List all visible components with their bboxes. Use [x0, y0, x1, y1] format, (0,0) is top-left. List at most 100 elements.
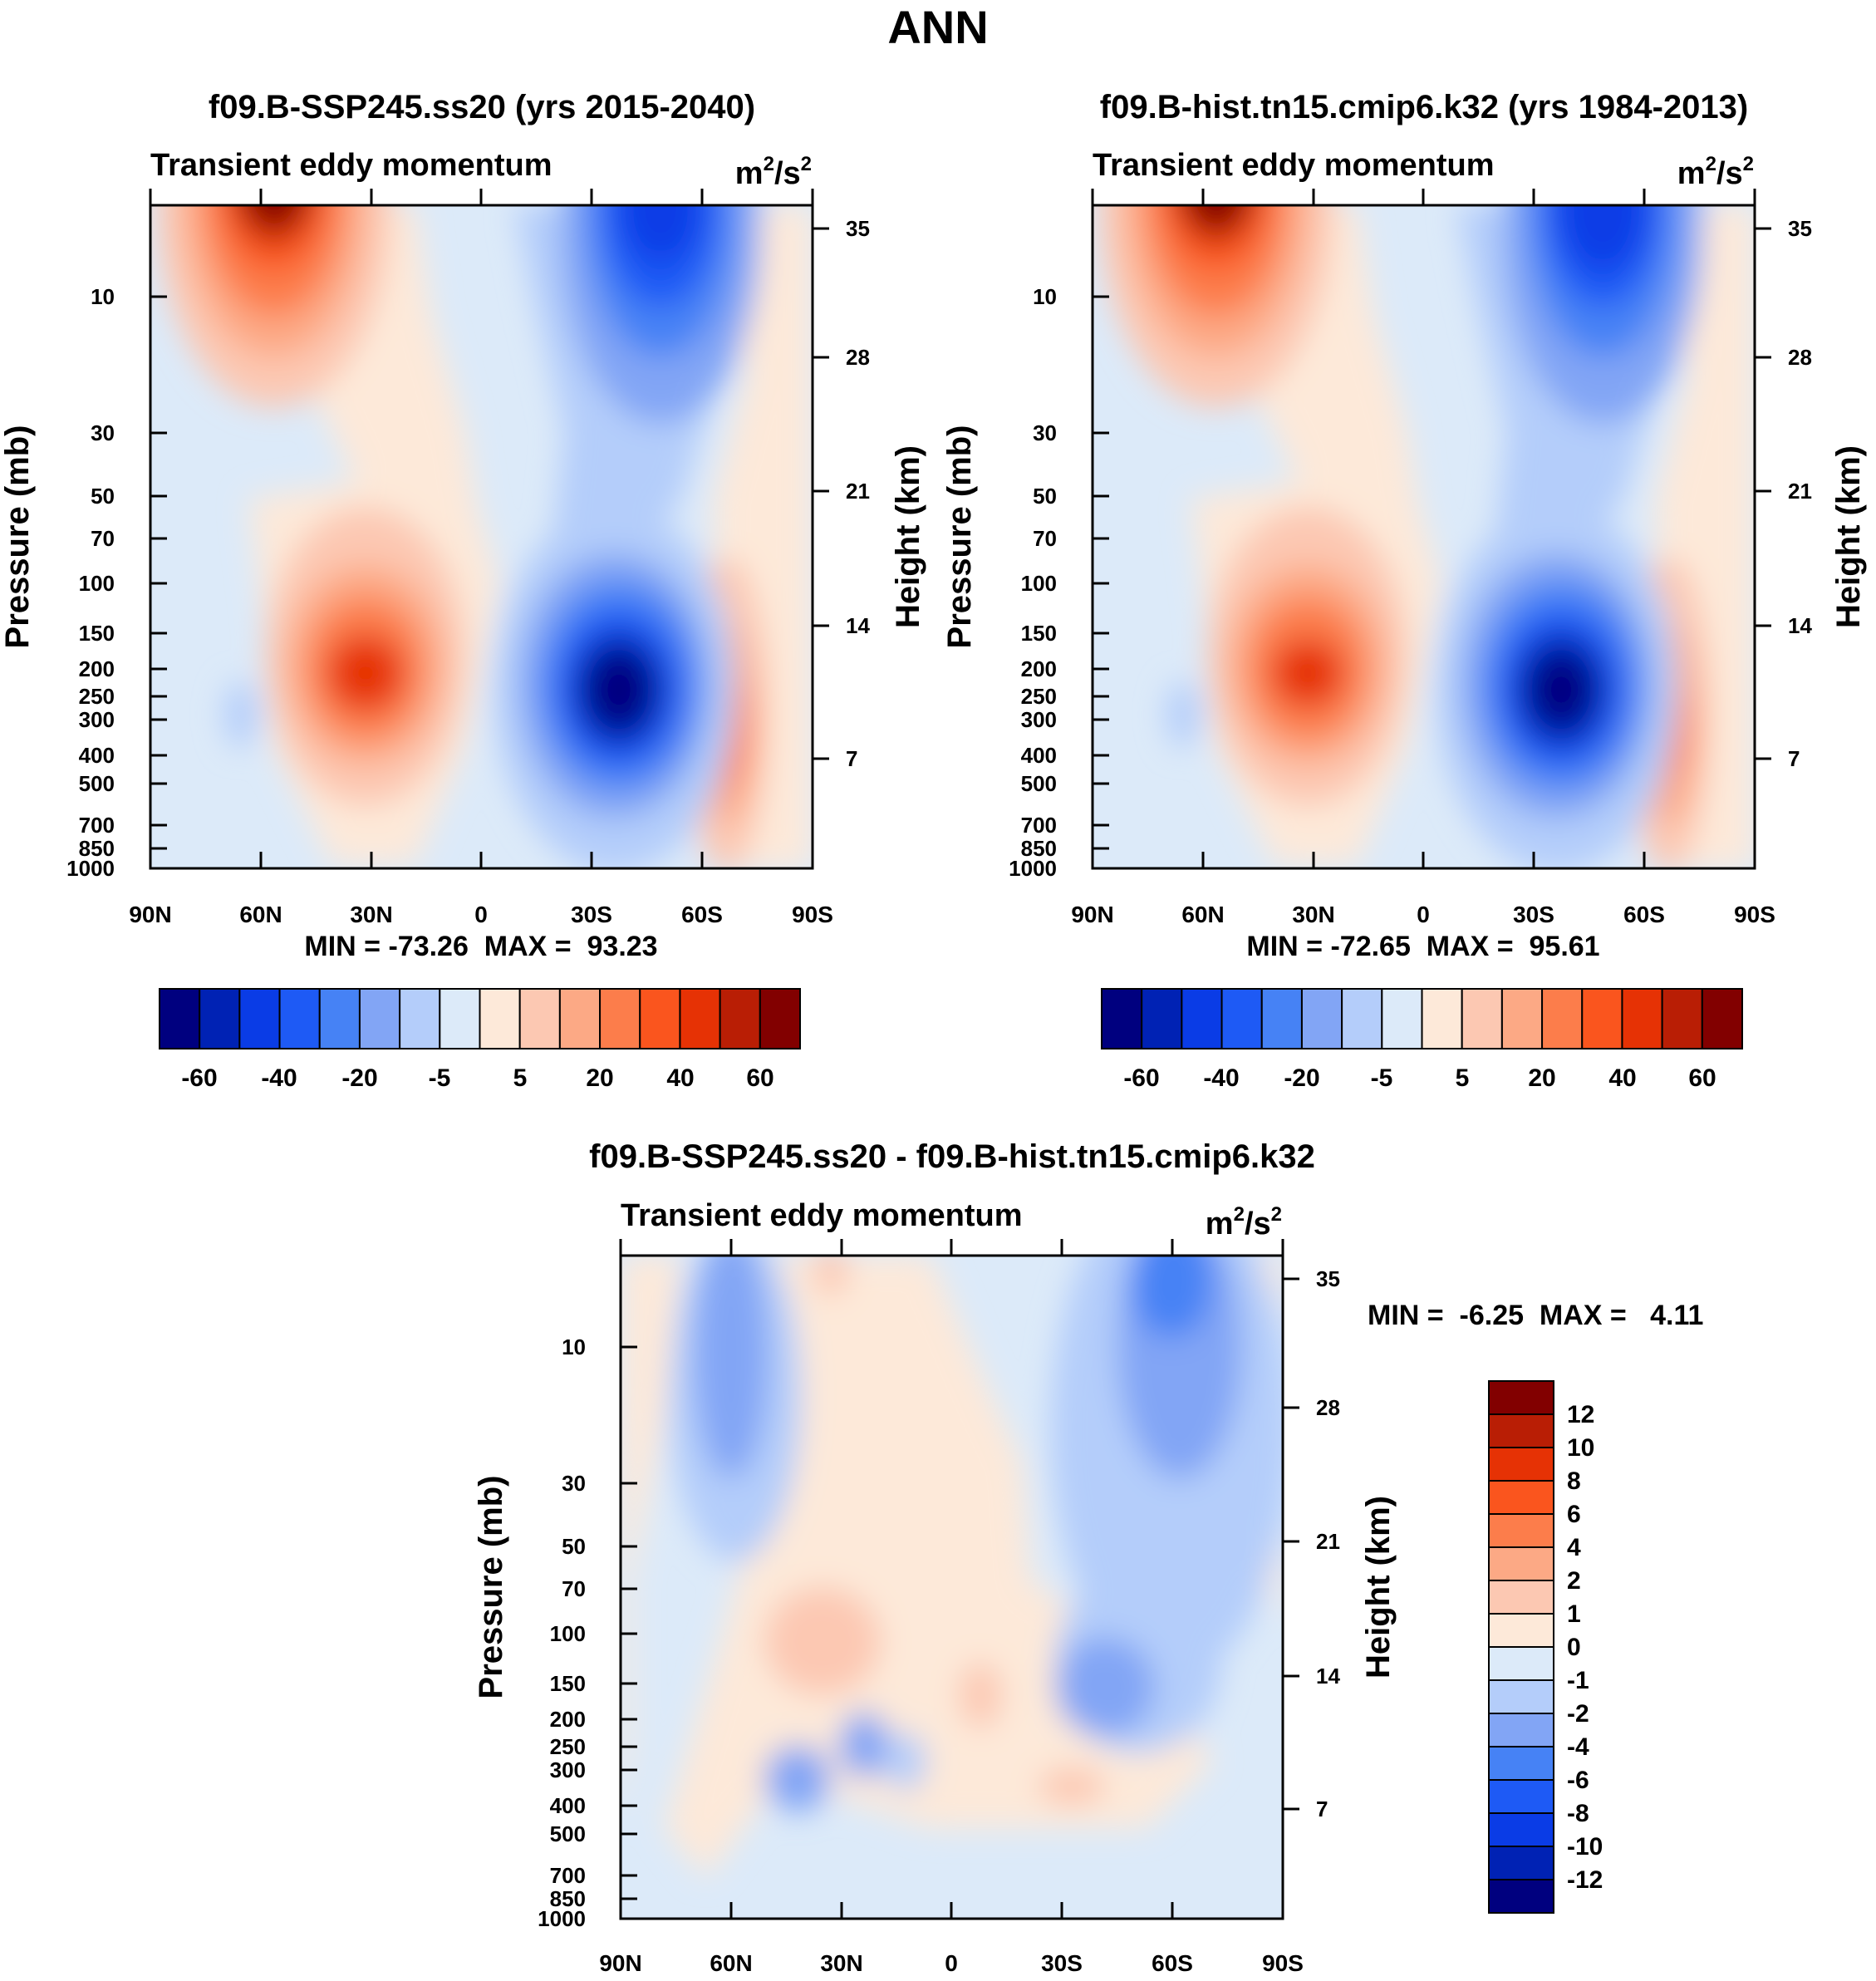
y-tick-label: 30 [562, 1471, 586, 1496]
panel-subtitle: Transient eddy momentum [621, 1198, 1023, 1233]
y-tick-label: 250 [1021, 684, 1057, 709]
y2-tick-label: 14 [1316, 1664, 1340, 1689]
y-tick-label: 850 [550, 1886, 586, 1911]
colorbar-swatch [1488, 1812, 1554, 1847]
colorbar-swatch [1488, 1513, 1554, 1548]
colorbar-label: -5 [1371, 1064, 1393, 1092]
y-tick-label: 500 [1021, 771, 1057, 796]
panel-title: f09.B-hist.tn15.cmip6.k32 (yrs 1984-2013… [1100, 89, 1748, 125]
y-tick-label: 150 [1021, 621, 1057, 646]
y2-tick-label: 35 [846, 216, 870, 241]
colorbar-swatch [1381, 988, 1423, 1049]
y-tick-label: 850 [1021, 836, 1057, 861]
y-tick-label: 50 [1033, 484, 1057, 509]
y-tick-labels: 10 30 50 70 100 150 200 250 300 400 500 … [1009, 284, 1057, 881]
colorbar-swatch [1488, 1746, 1554, 1781]
colorbar-swatch [1220, 988, 1263, 1049]
colorbar-swatch [159, 988, 201, 1049]
y2-tick-label: 7 [1316, 1797, 1328, 1821]
colorbar-label: -1 [1567, 1667, 1589, 1694]
colorbar-swatch [1421, 988, 1463, 1049]
x-tick-label: 90S [792, 902, 833, 927]
y2-tick-label: 7 [846, 746, 857, 771]
positive-region [1039, 1768, 1105, 1805]
colorbar-labels: -60 -40 -20 -5 5 20 40 60 [1123, 1064, 1716, 1092]
min-max-stats: MIN = -72.65 MAX = 95.61 [1246, 931, 1599, 962]
colorbar-swatch [238, 988, 281, 1049]
y-tick-label: 500 [550, 1821, 586, 1846]
y-axis-label: Pressure (mb) [473, 1476, 509, 1699]
x-tick-label: 90S [1734, 902, 1775, 927]
y-tick-label: 150 [550, 1671, 586, 1696]
x-tick-label: 60N [710, 1950, 752, 1976]
y-tick-label: 50 [562, 1534, 586, 1559]
x-tick-label: 0 [945, 1950, 958, 1976]
units-label: m2/s2 [735, 153, 812, 191]
x-tick-labels: 90N 60N 30N 0 30S 60S 90S [599, 1950, 1304, 1976]
y-tick-label: 200 [79, 656, 115, 681]
y-tick-label: 10 [1033, 284, 1057, 309]
y-tick-label: 1000 [1009, 856, 1057, 881]
units-label: m2/s2 [1677, 153, 1754, 191]
colorbar-swatch [278, 988, 321, 1049]
colorbar-swatch [1488, 1546, 1554, 1581]
x-tick-label: 60N [1181, 902, 1224, 927]
colorbar-swatch [1488, 1646, 1554, 1681]
colorbar-swatch [1341, 988, 1383, 1049]
contour-field [1093, 205, 1755, 868]
y-tick-label: 700 [550, 1863, 586, 1888]
y2-tick-labels: 35 28 21 14 7 [846, 216, 870, 771]
positive-region [960, 1662, 1001, 1728]
colorbar-label: -20 [1284, 1064, 1319, 1092]
y-tick-label: 1000 [538, 1906, 586, 1931]
y2-tick-label: 35 [1316, 1266, 1340, 1291]
colorbar-swatch [1260, 988, 1303, 1049]
y-tick-label: 250 [550, 1734, 586, 1759]
y-tick-label: 150 [79, 621, 115, 646]
y2-tick-label: 21 [1316, 1529, 1340, 1554]
negative-region [694, 1256, 769, 1479]
colorbar-swatch [719, 988, 761, 1049]
colorbar-label: -12 [1567, 1866, 1603, 1894]
y-axis-ticks [150, 295, 167, 850]
y2-tick-labels: 35 28 21 14 7 [1788, 216, 1812, 771]
colorbar-swatch [1488, 1613, 1554, 1648]
panel-ssp245: f09.B-SSP245.ss20 (yrs 2015-2040) Transi… [0, 89, 926, 1092]
y-tick-label: 1000 [66, 856, 115, 881]
colorbar-swatch [1141, 988, 1183, 1049]
colorbar-label: 10 [1567, 1434, 1594, 1462]
colorbar-swatch [759, 988, 801, 1049]
colorbar-label: -6 [1567, 1767, 1589, 1794]
colorbar-label: -40 [1203, 1064, 1239, 1092]
x-tick-label: 0 [474, 902, 488, 927]
positive-region [814, 1256, 847, 1296]
y2-axis-ticks [1755, 227, 1771, 760]
y2-tick-label: 14 [1788, 613, 1812, 638]
colorbar-label: 20 [586, 1064, 613, 1092]
colorbar-label: -10 [1567, 1833, 1603, 1861]
positive-region [1273, 640, 1343, 706]
colorbar-swatch [1488, 1447, 1554, 1482]
y2-tick-label: 21 [1788, 479, 1812, 504]
colorbar-label: -60 [181, 1064, 217, 1092]
min-max-stats: MIN = -73.26 MAX = 93.23 [304, 931, 657, 962]
colorbar-swatch [1461, 988, 1503, 1049]
y-tick-label: 400 [79, 743, 115, 768]
positive-region [221, 205, 327, 270]
x-tick-label: 90N [129, 902, 171, 927]
colorbar-label: -8 [1567, 1800, 1589, 1827]
colorbar [159, 988, 801, 1049]
y2-tick-labels: 35 28 21 14 7 [1316, 1266, 1340, 1821]
y-tick-label: 400 [1021, 743, 1057, 768]
colorbar-swatch [518, 988, 561, 1049]
x-axis-ticks [1091, 189, 1756, 868]
negative-region [1166, 681, 1200, 748]
negative-region [839, 1712, 889, 1778]
colorbar-label: 5 [513, 1064, 528, 1092]
colorbar-swatch [1488, 1713, 1554, 1748]
y-tick-label: 50 [91, 484, 115, 509]
y-tick-label: 70 [562, 1576, 586, 1601]
colorbar-label: -60 [1123, 1064, 1159, 1092]
panel-subtitle: Transient eddy momentum [1093, 148, 1495, 183]
